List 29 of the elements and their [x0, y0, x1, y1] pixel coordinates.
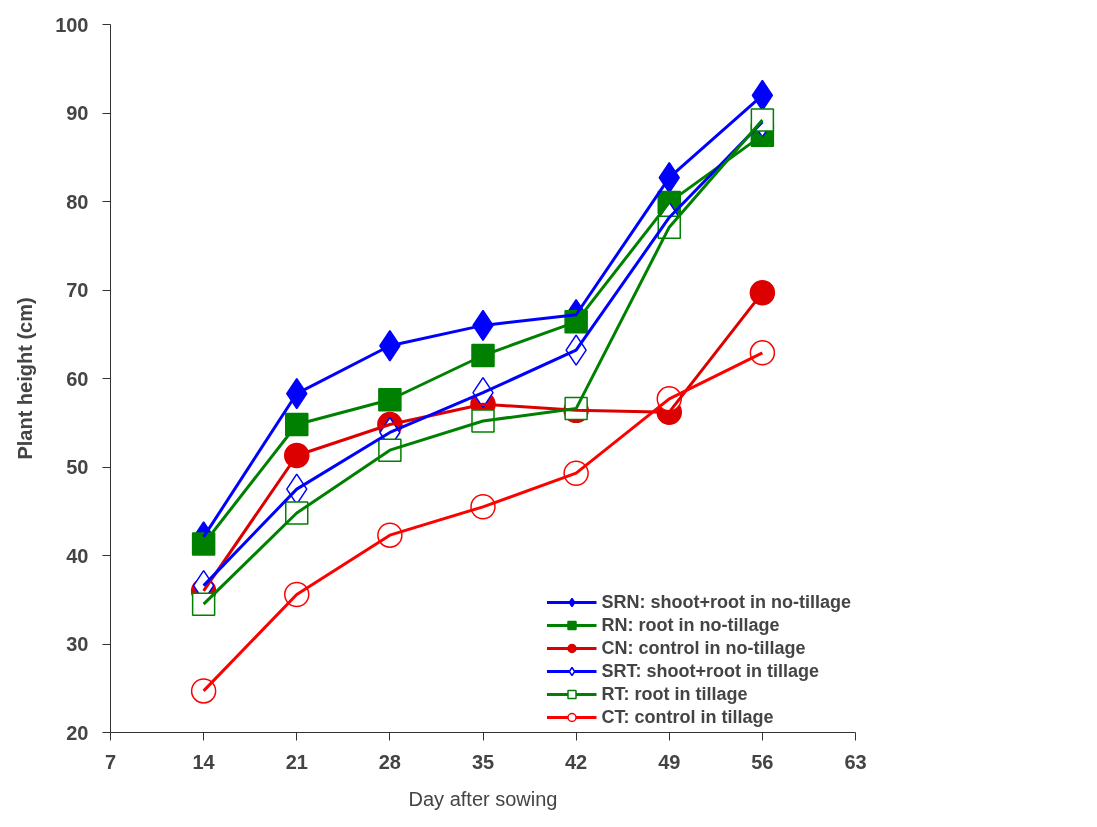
x-axis-title: Day after sowing [408, 787, 558, 810]
y-tick-label: 80 [66, 190, 89, 213]
x-tick-label: 42 [565, 750, 588, 773]
point [749, 279, 776, 306]
x-tick-label: 7 [104, 750, 117, 773]
x-tick-label: 56 [751, 750, 774, 773]
y-tick-label: 70 [66, 279, 89, 301]
y-tick-label: 40 [66, 544, 89, 567]
point [749, 340, 776, 366]
y-tick-label: 90 [66, 102, 89, 124]
x-tick-label: 28 [378, 750, 401, 773]
point [190, 678, 217, 704]
y-axis-title: Plant height (cm) [14, 297, 37, 460]
x-tick-label: 14 [192, 750, 216, 773]
y-tick-label: 30 [66, 633, 89, 655]
x-tick-label: 21 [285, 750, 308, 773]
legend-label: SRT: shoot+root in tillage [601, 660, 820, 682]
y-tick-label: 20 [66, 721, 89, 744]
y-tick-label: 100 [55, 13, 89, 36]
x-tick-label: 63 [844, 750, 867, 773]
legend-label: RT: root in tillage [601, 683, 748, 705]
legend-label: SRN: shoot+root in no-tillage [601, 591, 851, 613]
legend-label: CN: control in no-tillage [601, 637, 806, 659]
legend-label: CT: control in tillage [601, 706, 774, 728]
legend-label: RN: root in no-tillage [601, 614, 780, 636]
x-tick-label: 35 [471, 750, 495, 773]
x-tick-label: 49 [658, 750, 681, 773]
y-tick-label: 60 [66, 367, 89, 390]
y-tick-label: 50 [66, 456, 89, 478]
